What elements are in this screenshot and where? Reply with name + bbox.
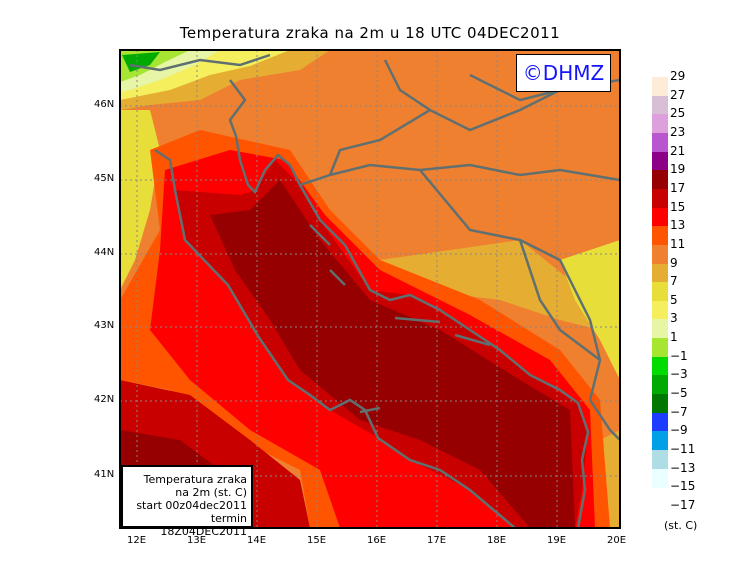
map-frame: [119, 49, 621, 529]
x-tick-label: 16E: [367, 535, 387, 546]
y-tick-label: 46N: [94, 99, 115, 110]
legend-swatch: [652, 244, 668, 264]
x-tick-label: 13E: [187, 535, 207, 546]
legend-swatch: [652, 450, 668, 470]
legend-label: −9: [670, 423, 688, 438]
legend-label: −3: [670, 367, 688, 382]
legend-label: 15: [670, 199, 686, 214]
legend-label: −17: [670, 497, 696, 512]
legend-label: 23: [670, 124, 686, 139]
warm-zone: [120, 110, 160, 290]
legend-label: −11: [670, 442, 696, 456]
y-tick-label: 42N: [94, 394, 115, 405]
y-tick-label: 41N: [94, 469, 115, 480]
legend-label: 1: [670, 330, 678, 345]
legend-label: 7: [670, 274, 678, 289]
legend-swatch: [652, 188, 668, 209]
legend-label: 25: [670, 106, 686, 121]
graticule: [120, 50, 620, 528]
info-line: Temperatura zraka: [143, 473, 247, 486]
legend-swatch: [652, 170, 668, 190]
info-line: na 2m (st. C): [175, 486, 247, 499]
adriatic-sea-core: [210, 180, 575, 528]
legend-swatch: [652, 338, 668, 358]
coastline: [129, 53, 620, 528]
legend-label: −15: [670, 479, 696, 494]
x-tick-label: 15E: [307, 535, 327, 546]
legend-label: −7: [670, 404, 688, 419]
legend-swatch: [652, 132, 668, 153]
legend-swatch: [652, 394, 668, 414]
legend-label: 29: [670, 69, 686, 83]
legend-label: 11: [670, 236, 686, 251]
legend-label: 5: [670, 292, 678, 307]
legend-swatch: [652, 375, 668, 395]
legend-label: −5: [670, 386, 688, 401]
legend-label: 21: [670, 143, 686, 158]
dhmz-logo: ©DHMZ: [516, 54, 611, 92]
legend-swatch: [652, 356, 668, 376]
legend-swatch: [652, 319, 668, 339]
legend-swatch: [652, 95, 668, 115]
legend-label: −13: [670, 460, 696, 475]
legend-label: 9: [670, 255, 678, 270]
info-line: termin 18Z04DEC2011: [160, 512, 247, 538]
legend-swatch: [652, 207, 668, 227]
info-line: start 00z04dec2011: [136, 499, 247, 512]
legend-label: 19: [670, 162, 686, 177]
legend-swatch: [652, 263, 668, 283]
legend-swatch: [652, 114, 668, 134]
legend-label: −1: [670, 348, 688, 363]
legend-units: (st. C): [664, 519, 698, 532]
legend-swatch: [652, 282, 668, 302]
y-tick-label: 43N: [94, 320, 115, 331]
x-tick-label: 17E: [427, 535, 447, 546]
legend-label: 17: [670, 180, 686, 195]
legend-label: 13: [670, 218, 686, 233]
legend-label: 3: [670, 311, 678, 326]
x-tick-label: 18E: [487, 535, 507, 546]
legend-swatch: [652, 468, 668, 488]
x-tick-label: 19E: [547, 535, 567, 546]
legend-swatch: [652, 151, 668, 171]
cold-zone: [122, 52, 160, 72]
legend-swatch: [652, 431, 668, 451]
info-box: Temperatura zraka na 2m (st. C) start 00…: [121, 465, 253, 538]
y-tick-label: 45N: [94, 173, 115, 184]
legend-swatch: [652, 300, 668, 320]
x-tick-label: 20E: [607, 535, 627, 546]
x-tick-label: 12E: [127, 535, 147, 546]
map-title: Temperatura zraka na 2m u 18 UTC 04DEC20…: [179, 24, 561, 42]
warm-zone: [560, 240, 620, 380]
x-tick-label: 14E: [247, 535, 267, 546]
legend-label: 27: [670, 87, 686, 102]
legend-swatch: [652, 226, 668, 246]
legend-swatch: [652, 77, 668, 97]
y-tick-label: 44N: [94, 247, 115, 258]
legend-swatch: [652, 412, 668, 432]
